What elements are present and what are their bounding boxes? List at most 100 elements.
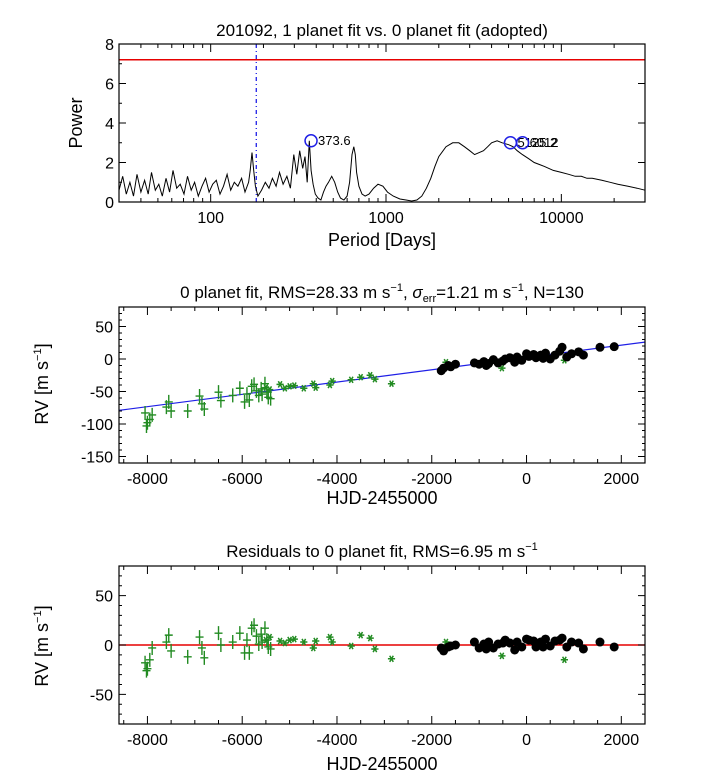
rv-title: 0 planet fit, RMS=28.33 m s−1, σerr=1.21… [180,282,584,305]
rv-dot-point [595,342,605,352]
y-tick-label: 0 [105,195,114,212]
rv-plus-point [167,643,176,658]
rv-plus-point [142,663,151,678]
rv-dot-point [510,645,520,655]
x-tick-label: 10000 [539,210,584,227]
rv-star-point [366,371,374,379]
rv-dot-point [450,640,460,650]
x-tick-label: -8000 [127,471,168,488]
rv-star-point [286,636,294,644]
rv-plus-point [167,404,176,418]
residuals-y-label: RV [m s−1] [32,605,52,686]
y-tick-label: 8 [105,37,114,54]
rv-plus-point [216,638,225,652]
x-tick-label: 1000 [368,210,404,227]
residuals-plot-area [118,565,646,725]
rv-plus-point [252,629,261,644]
rv-plus-point [260,621,269,636]
rv-plus-point [242,633,251,648]
rv-star-point [366,634,374,642]
peak-label: 6012 [530,135,559,150]
rv-star-point [300,638,308,646]
rv-star-point [328,638,336,646]
rv-plus-point [143,661,152,676]
trend-fit-line [118,341,646,411]
rv-plus-point [164,394,173,409]
rv-star-point [347,642,355,650]
x-tick-label: -4000 [317,471,358,488]
rv-dot-point [578,644,588,654]
periodogram-title: 201092, 1 planet fit vs. 0 planet fit (a… [216,21,548,40]
rv-plus-point [266,391,275,406]
rv-plus-point [195,630,204,645]
rv-plus-point [266,641,275,656]
rv-star-point [300,384,308,392]
rv-star-point [371,375,379,383]
y-tick-label: 0 [104,638,113,655]
rv-plus-point [250,618,259,633]
x-tick-label: -4000 [317,732,358,749]
rv-dot-point [517,355,527,365]
rv-plus-point [200,402,209,417]
rv-star-point [387,655,396,663]
rv-dot-point [609,342,619,352]
y-tick-label: 4 [105,116,114,133]
rv-plus-point [164,628,173,643]
y-tick-label: -100 [81,417,113,434]
x-tick-label: 2000 [604,732,640,749]
rv-plus-point [257,627,266,642]
peak-circle [304,134,318,148]
rv-plus-point [183,649,192,664]
periodogram-line [118,140,646,202]
rv-plus-point [245,392,254,407]
rv-plus-point [235,381,244,396]
rv-star-point [498,652,506,660]
x-tick-label: -8000 [127,732,168,749]
peak-label: 373.6 [318,133,351,148]
rv-panel: 0 planet fit, RMS=28.33 m s−1, σerr=1.21… [32,282,646,508]
rv-dot-point [567,349,577,359]
rv-plus-point [235,626,244,641]
y-tick-label: 50 [95,320,113,337]
rv-star-point [371,645,379,653]
rv-dot-point [450,359,460,369]
rv-star-point [357,373,365,381]
x-tick-label: -6000 [222,732,263,749]
rv-star-point [560,656,568,664]
y-tick-label: 2 [105,156,114,173]
rv-star-point [387,380,396,388]
rv-star-point [328,377,336,385]
rv-plus-point [214,385,223,400]
rv-star-point [276,380,284,388]
periodogram-y-label: Power [66,97,86,148]
periodogram-frame [118,43,646,203]
plot-frame [118,306,646,464]
rv-plus-point [200,650,209,665]
residuals-x-label: HJD-2455000 [326,754,437,774]
rv-dot-point [595,637,605,647]
rv-plus-point [240,394,249,409]
rv-star-point [312,384,320,392]
rv-plus-point [245,645,254,660]
rv-plus-point [183,404,192,418]
residuals-panel: Residuals to 0 planet fit, RMS=6.95 m s−… [32,541,646,774]
rv-dot-point [505,638,515,648]
rv-star-point [347,376,355,384]
rv-star-point [281,639,289,647]
rv-dot-point [481,644,491,654]
rv-dot-point [567,637,577,647]
rv-star-point [290,382,298,390]
rv-dot-point [609,642,619,652]
residuals-title: Residuals to 0 planet fit, RMS=6.95 m s−… [226,541,538,561]
rv-dot-point [538,642,548,652]
y-tick-label: 6 [105,77,114,94]
x-tick-label: 0 [522,732,531,749]
rv-dot-point [557,633,567,643]
rv-plus-point [195,389,204,404]
residuals-ticks: -50 0 50 -8000 -6000 -4000 -2000 0 2000 [90,566,646,749]
rv-ticks: -150 -100 -50 0 50 -8000 -6000 -4000 -2000 0 2000 [81,307,646,488]
y-tick-label: -50 [90,385,113,402]
x-tick-label: -2000 [411,471,452,488]
